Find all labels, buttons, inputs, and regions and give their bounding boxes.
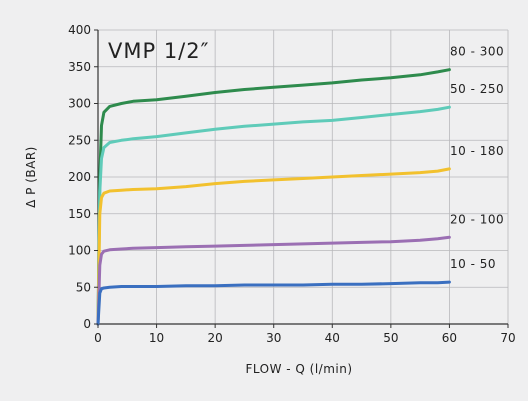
series-label: 50 - 250 — [450, 82, 504, 96]
series-labels: 80 - 300 50 - 250 10 - 180 20 - 100 10 - 50 — [450, 45, 504, 271]
x-axis-label: FLOW - Q (l/min) — [245, 362, 352, 376]
y-axis-label: Δ P (BAR) — [24, 146, 38, 208]
x-tick-label: 10 — [149, 331, 164, 345]
y-tick-label: 200 — [68, 170, 91, 184]
x-tick-label: 70 — [500, 331, 515, 345]
series-line — [96, 235, 451, 326]
tick-labels: 0 10 20 30 40 50 60 70 0 50 100 150 200 250 300 350 400 — [68, 23, 516, 345]
chart-title: VMP 1/2″ — [108, 39, 209, 63]
series-lines — [96, 68, 451, 326]
y-tick-label: 150 — [68, 207, 91, 221]
y-tick-label: 350 — [68, 60, 91, 74]
x-tick-label: 60 — [442, 331, 457, 345]
series-line — [96, 68, 451, 326]
series-label: 80 - 300 — [450, 45, 504, 59]
y-tick-label: 250 — [68, 133, 91, 147]
series-line — [96, 167, 451, 326]
series-label: 20 - 100 — [450, 212, 504, 226]
y-tick-label: 0 — [83, 317, 91, 331]
x-tick-label: 30 — [266, 331, 281, 345]
y-tick-label: 50 — [76, 280, 91, 294]
series-line — [96, 105, 451, 326]
series-line — [96, 280, 451, 326]
x-tick-label: 0 — [94, 331, 102, 345]
series-label: 10 - 180 — [450, 144, 504, 158]
y-tick-label: 300 — [68, 97, 91, 111]
y-tick-label: 100 — [68, 244, 91, 258]
x-tick-label: 40 — [325, 331, 340, 345]
y-tick-label: 400 — [68, 23, 91, 37]
x-tick-label: 20 — [208, 331, 223, 345]
series-label: 10 - 50 — [450, 257, 496, 271]
x-tick-label: 50 — [383, 331, 398, 345]
